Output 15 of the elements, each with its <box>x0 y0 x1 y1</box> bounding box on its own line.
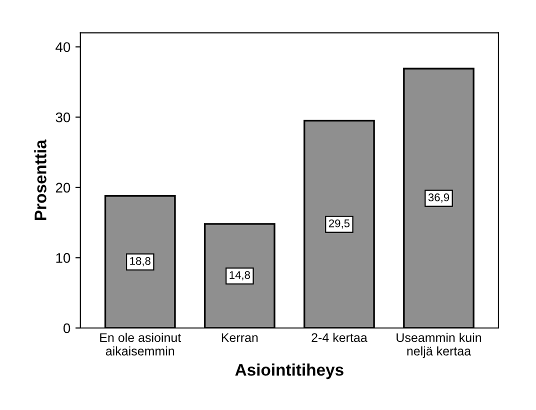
data-label: 36,9 <box>428 193 450 203</box>
y-tick-label: 10 <box>56 253 70 263</box>
y-tick-label: 30 <box>56 112 70 122</box>
data-label: 14,8 <box>230 271 250 280</box>
data-label: 18,8 <box>130 257 150 266</box>
y-tick-label: 20 <box>56 182 70 193</box>
x-tick-label: Kerran <box>222 333 258 342</box>
y-tick-label: 0 <box>63 323 70 334</box>
y-axis-title: Prosenttia <box>34 140 46 220</box>
y-tick-label: 40 <box>56 42 70 52</box>
data-label: 29,5 <box>328 219 350 229</box>
x-tick-label: En ole asioinut aikaisemmin <box>100 332 182 356</box>
x-tick-label: 2-4 kertaa <box>312 332 368 342</box>
x-axis-title: Asiointitiheys <box>235 364 344 380</box>
x-tick-label: Useammin kuin neljä kertaa <box>396 332 482 358</box>
